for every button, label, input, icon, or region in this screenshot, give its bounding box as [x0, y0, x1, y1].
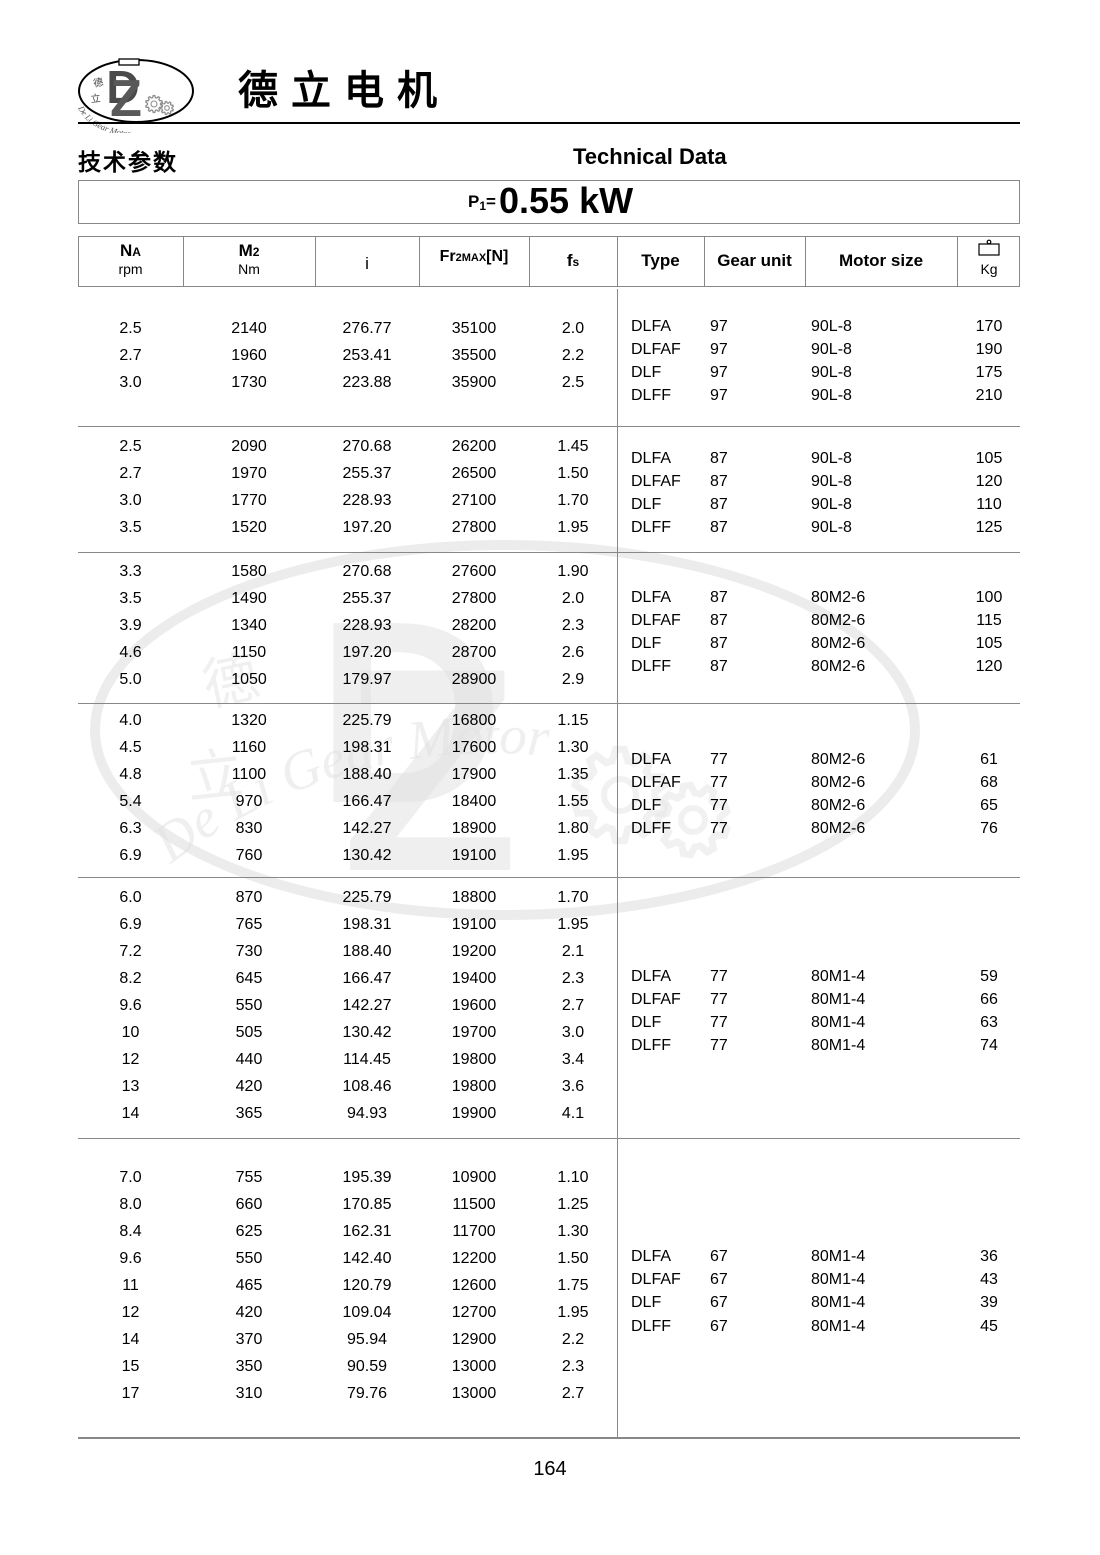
svg-text:德: 德	[92, 75, 104, 90]
svg-text:立: 立	[90, 92, 101, 106]
svg-text:Z: Z	[110, 70, 142, 128]
